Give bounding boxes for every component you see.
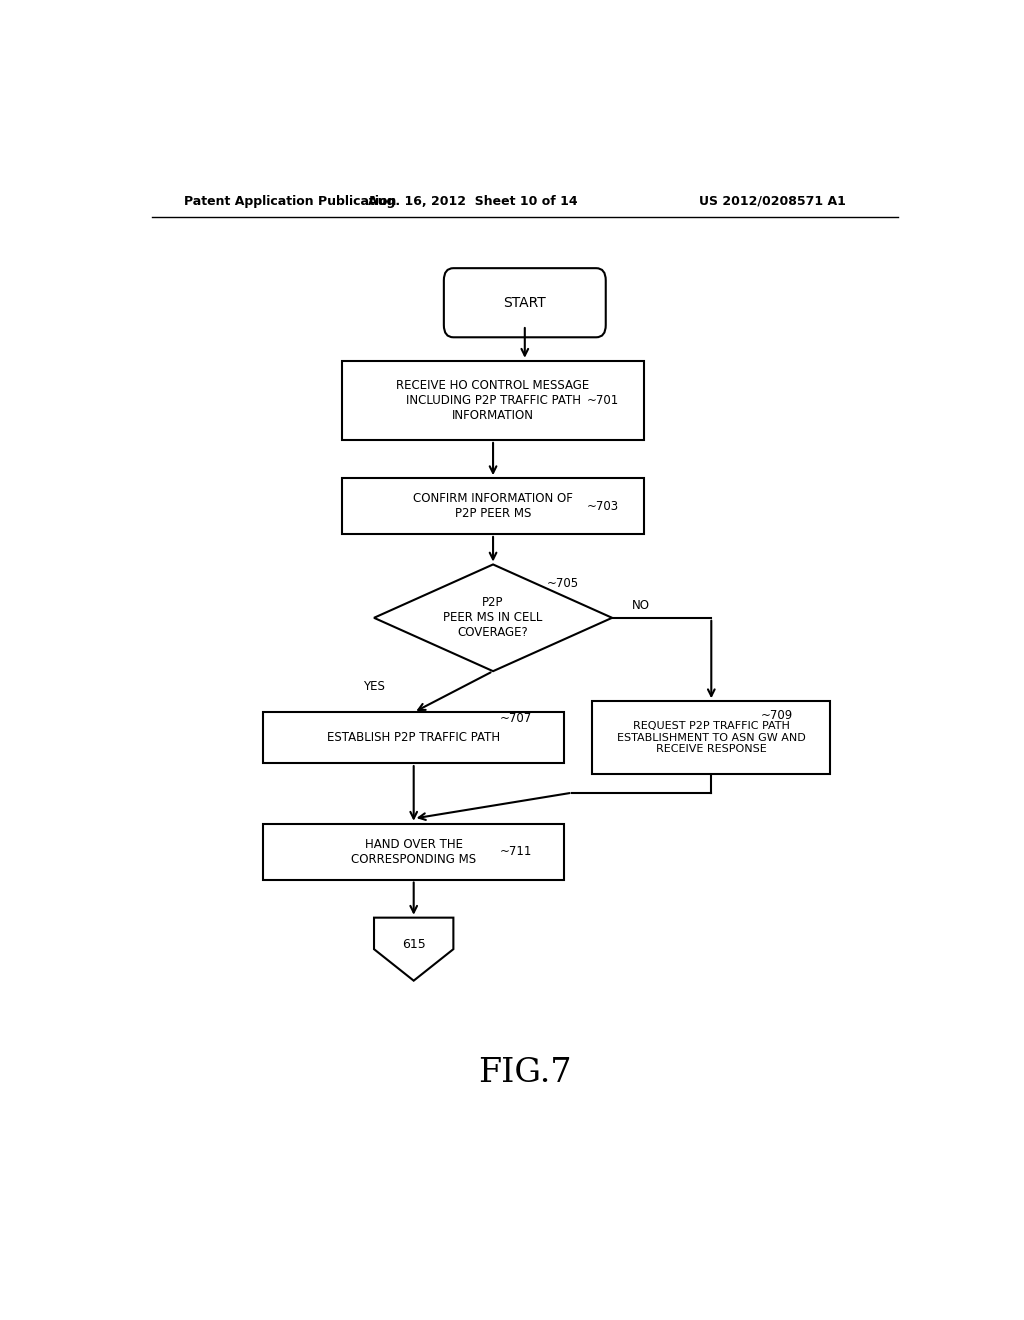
- Bar: [342, 360, 644, 440]
- Text: P2P
PEER MS IN CELL
COVERAGE?: P2P PEER MS IN CELL COVERAGE?: [443, 597, 543, 639]
- FancyBboxPatch shape: [443, 268, 606, 338]
- Text: FIG.7: FIG.7: [478, 1057, 571, 1089]
- Text: ESTABLISH P2P TRAFFIC PATH: ESTABLISH P2P TRAFFIC PATH: [327, 731, 501, 744]
- Text: Patent Application Publication: Patent Application Publication: [183, 194, 396, 207]
- Bar: [263, 713, 564, 763]
- Text: YES: YES: [364, 680, 385, 693]
- Polygon shape: [374, 565, 612, 671]
- Text: 615: 615: [401, 939, 426, 950]
- Text: START: START: [504, 296, 546, 310]
- Text: ~711: ~711: [500, 845, 532, 858]
- Bar: [342, 478, 644, 535]
- Text: Aug. 16, 2012  Sheet 10 of 14: Aug. 16, 2012 Sheet 10 of 14: [369, 194, 578, 207]
- Bar: [263, 824, 564, 879]
- Text: REQUEST P2P TRAFFIC PATH
ESTABLISHMENT TO ASN GW AND
RECEIVE RESPONSE: REQUEST P2P TRAFFIC PATH ESTABLISHMENT T…: [616, 721, 806, 754]
- Text: NO: NO: [632, 599, 650, 612]
- Text: RECEIVE HO CONTROL MESSAGE
INCLUDING P2P TRAFFIC PATH
INFORMATION: RECEIVE HO CONTROL MESSAGE INCLUDING P2P…: [396, 379, 590, 422]
- Text: US 2012/0208571 A1: US 2012/0208571 A1: [699, 194, 846, 207]
- Text: CONFIRM INFORMATION OF
P2P PEER MS: CONFIRM INFORMATION OF P2P PEER MS: [413, 492, 573, 520]
- Polygon shape: [374, 917, 454, 981]
- Text: ~707: ~707: [500, 711, 532, 725]
- Text: ~701: ~701: [587, 393, 618, 407]
- Text: ~703: ~703: [587, 499, 618, 512]
- Bar: [592, 701, 830, 775]
- Text: ~709: ~709: [761, 709, 793, 722]
- Text: ~705: ~705: [547, 577, 580, 590]
- Text: HAND OVER THE
CORRESPONDING MS: HAND OVER THE CORRESPONDING MS: [351, 838, 476, 866]
